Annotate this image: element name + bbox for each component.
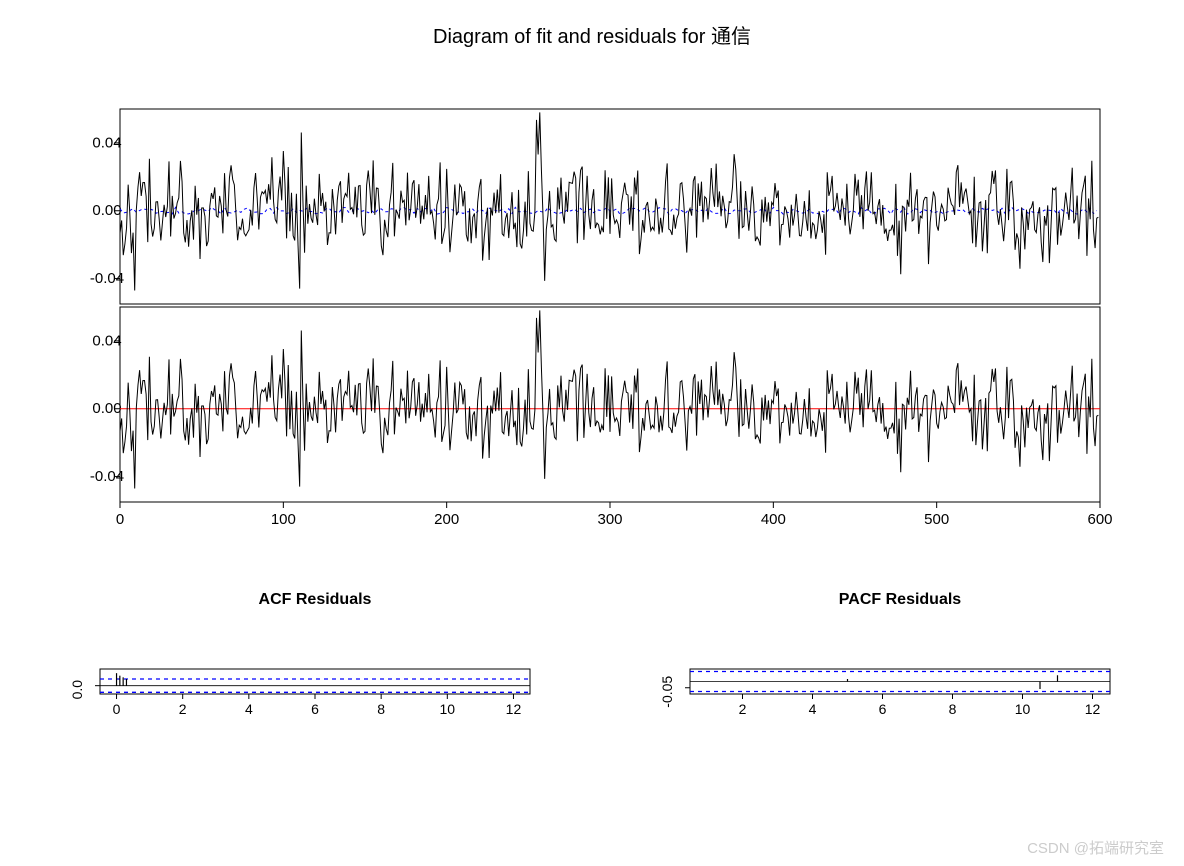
svg-text:500: 500 [924,511,949,528]
svg-text:200: 200 [434,511,459,528]
svg-text:4: 4 [245,701,253,717]
svg-text:0: 0 [116,511,124,528]
svg-text:4: 4 [809,701,817,717]
main-title: Diagram of fit and residuals for 通信 [0,20,1184,49]
svg-text:8: 8 [949,701,957,717]
svg-text:ACF Residuals: ACF Residuals [259,591,372,608]
svg-text:8: 8 [377,701,385,717]
svg-text:-0.05: -0.05 [659,676,675,708]
svg-text:12: 12 [506,701,522,717]
svg-text:10: 10 [440,701,456,717]
svg-text:PACF Residuals: PACF Residuals [839,591,962,608]
svg-text:10: 10 [1015,701,1031,717]
svg-text:300: 300 [597,511,622,528]
svg-text:6: 6 [311,701,319,717]
svg-text:-0.04: -0.04 [90,468,124,485]
svg-text:2: 2 [739,701,747,717]
svg-text:0.04: 0.04 [92,134,121,151]
svg-text:6: 6 [879,701,887,717]
svg-text:0.0: 0.0 [69,680,85,700]
svg-text:12: 12 [1085,701,1101,717]
svg-text:0.00: 0.00 [92,202,121,219]
watermark: CSDN @拓端研究室 [1027,837,1164,858]
chart-svg: -0.040.000.04-0.040.000.0401002003004005… [0,59,1184,859]
svg-text:0: 0 [113,701,121,717]
svg-text:400: 400 [761,511,786,528]
svg-text:100: 100 [271,511,296,528]
svg-text:600: 600 [1087,511,1112,528]
svg-text:0.04: 0.04 [92,332,121,349]
charts-wrapper: -0.040.000.04-0.040.000.0401002003004005… [0,59,1184,859]
svg-text:2: 2 [179,701,187,717]
svg-text:-0.04: -0.04 [90,270,124,287]
svg-text:0.00: 0.00 [92,400,121,417]
